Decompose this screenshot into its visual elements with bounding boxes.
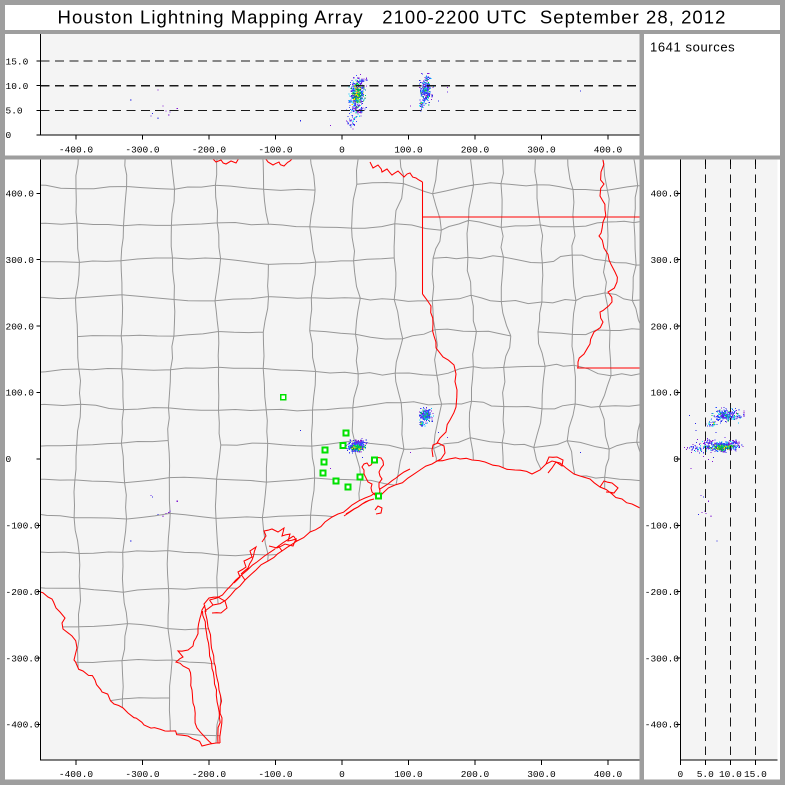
svg-text:-100.0: -100.0 — [645, 521, 680, 532]
svg-text:300.0: 300.0 — [527, 769, 556, 780]
svg-text:200.0: 200.0 — [650, 321, 679, 332]
svg-text:100.0: 100.0 — [394, 769, 423, 780]
svg-text:-400.0: -400.0 — [59, 769, 94, 780]
svg-text:0: 0 — [6, 454, 12, 465]
svg-text:-100.0: -100.0 — [258, 145, 293, 156]
svg-text:100.0: 100.0 — [6, 388, 35, 399]
svg-text:-100.0: -100.0 — [6, 521, 41, 532]
svg-text:300.0: 300.0 — [650, 255, 679, 266]
svg-text:0: 0 — [339, 769, 345, 780]
svg-text:300.0: 300.0 — [6, 255, 35, 266]
svg-text:15.0: 15.0 — [744, 769, 767, 780]
svg-text:10.0: 10.0 — [719, 769, 742, 780]
svg-text:100.0: 100.0 — [394, 145, 423, 156]
svg-text:10.0: 10.0 — [6, 81, 29, 92]
svg-text:-100.0: -100.0 — [258, 769, 293, 780]
svg-text:-300.0: -300.0 — [6, 653, 41, 664]
svg-text:-400.0: -400.0 — [6, 720, 41, 731]
svg-text:-400.0: -400.0 — [645, 720, 680, 731]
svg-text:400.0: 400.0 — [594, 769, 623, 780]
svg-text:200.0: 200.0 — [6, 321, 35, 332]
svg-text:0: 0 — [6, 130, 12, 141]
svg-text:300.0: 300.0 — [527, 145, 556, 156]
svg-text:200.0: 200.0 — [461, 145, 490, 156]
svg-text:-400.0: -400.0 — [59, 145, 94, 156]
svg-text:200.0: 200.0 — [461, 769, 490, 780]
svg-text:0: 0 — [673, 454, 679, 465]
svg-text:-200.0: -200.0 — [192, 145, 227, 156]
svg-text:5.0: 5.0 — [6, 106, 23, 117]
svg-text:-200.0: -200.0 — [192, 769, 227, 780]
svg-text:-200.0: -200.0 — [645, 587, 680, 598]
svg-text:5.0: 5.0 — [697, 769, 714, 780]
svg-text:-300.0: -300.0 — [125, 769, 160, 780]
svg-text:1641 sources: 1641 sources — [650, 40, 735, 55]
svg-text:Houston Lightning Mapping Arra: Houston Lightning Mapping Array 2100-220… — [58, 7, 727, 28]
svg-text:0: 0 — [339, 145, 345, 156]
svg-text:400.0: 400.0 — [650, 189, 679, 200]
svg-text:100.0: 100.0 — [650, 388, 679, 399]
svg-text:-300.0: -300.0 — [645, 653, 680, 664]
svg-text:-300.0: -300.0 — [125, 145, 160, 156]
svg-text:-200.0: -200.0 — [6, 587, 41, 598]
svg-text:0: 0 — [677, 769, 683, 780]
svg-text:15.0: 15.0 — [6, 56, 29, 67]
svg-text:400.0: 400.0 — [594, 145, 623, 156]
svg-text:400.0: 400.0 — [6, 189, 35, 200]
